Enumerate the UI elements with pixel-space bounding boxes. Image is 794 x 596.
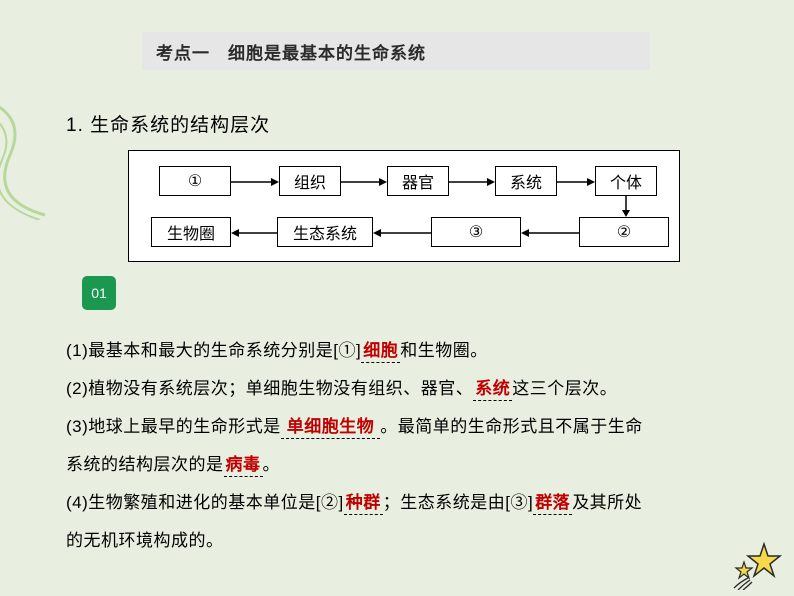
badge-label: 01 [91,285,107,301]
text: 这三个层次。 [512,379,617,398]
arrow-icon [231,175,279,189]
line-3: (3)地球上最早的生命形式是单细胞生物。最简单的生命形式且不属于生命 [66,408,736,446]
body-content: (1)最基本和最大的生命系统分别是[①]细胞和生物圈。 (2)植物没有系统层次；… [66,332,736,560]
diagram-box-2: ② [579,217,669,247]
line-2: (2)植物没有系统层次；单细胞生物没有组织、器官、系统这三个层次。 [66,370,736,408]
curve-decoration [0,90,50,220]
diagram-box-system: 系统 [495,166,557,196]
line-1: (1)最基本和最大的生命系统分别是[①]细胞和生物圈。 [66,332,736,370]
diagram-box-biosphere: 生物圈 [151,217,231,247]
text: ；生态系统是由[③] [383,493,533,512]
text: (2)植物没有系统层次；单细胞生物没有组织、器官、 [66,379,473,398]
diagram-box-1: ① [159,166,231,196]
topic-header: 考点一 细胞是最基本的生命系统 [142,32,650,70]
arrow-icon [341,175,387,189]
answer-community: 群落 [533,492,572,515]
section-badge: 01 [82,276,116,310]
line-3b: 系统的结构层次的是病毒。 [66,446,736,484]
text: (1)最基本和最大的生命系统分别是[①] [66,341,361,360]
answer-unicell: 单细胞生物 [281,416,381,439]
line-4b: 的无机环境构成的。 [66,522,736,560]
arrow-icon [557,175,595,189]
section-title: 1. 生命系统的结构层次 [66,110,270,137]
arrow-left-icon [521,226,579,240]
arrow-icon [449,175,495,189]
text: 和生物圈。 [400,341,488,360]
answer-virus: 病毒 [224,454,263,477]
answer-population: 种群 [344,492,383,515]
star-decoration-icon [726,538,786,590]
arrow-left-icon [231,226,277,240]
text: 。最简单的生命形式且不属于生命 [380,417,643,436]
text: 。 [263,455,281,474]
topic-title: 考点一 细胞是最基本的生命系统 [156,39,426,64]
diagram-box-organ: 器官 [387,166,449,196]
answer-system: 系统 [473,378,512,401]
text: (4)生物繁殖和进化的基本单位是[②] [66,493,344,512]
text: (3)地球上最早的生命形式是 [66,417,281,436]
text: 系统的结构层次的是 [66,455,224,474]
answer-cell: 细胞 [361,340,400,363]
text: 及其所处 [572,493,642,512]
diagram-box-ecosystem: 生态系统 [277,217,373,247]
diagram-box-individual: 个体 [595,166,657,196]
hierarchy-diagram: ① 组织 器官 系统 个体 生物圈 生态系统 ③ ② [128,150,680,262]
arrow-left-icon [373,226,431,240]
arrow-down-icon [619,196,633,217]
diagram-box-3: ③ [431,217,521,247]
line-4: (4)生物繁殖和进化的基本单位是[②]种群；生态系统是由[③]群落及其所处 [66,484,736,522]
diagram-box-organ-tissue: 组织 [279,166,341,196]
